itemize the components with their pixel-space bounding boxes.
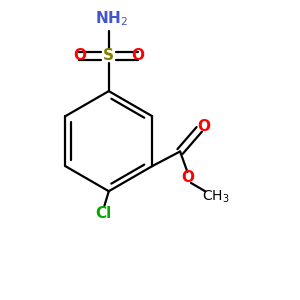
Text: CH$_3$: CH$_3$ <box>202 189 229 205</box>
Text: O: O <box>197 119 210 134</box>
Text: O: O <box>132 48 145 63</box>
Text: O: O <box>181 170 194 185</box>
Text: S: S <box>103 48 114 63</box>
Text: Cl: Cl <box>95 206 111 221</box>
Text: NH$_2$: NH$_2$ <box>95 10 128 28</box>
Text: O: O <box>73 48 86 63</box>
